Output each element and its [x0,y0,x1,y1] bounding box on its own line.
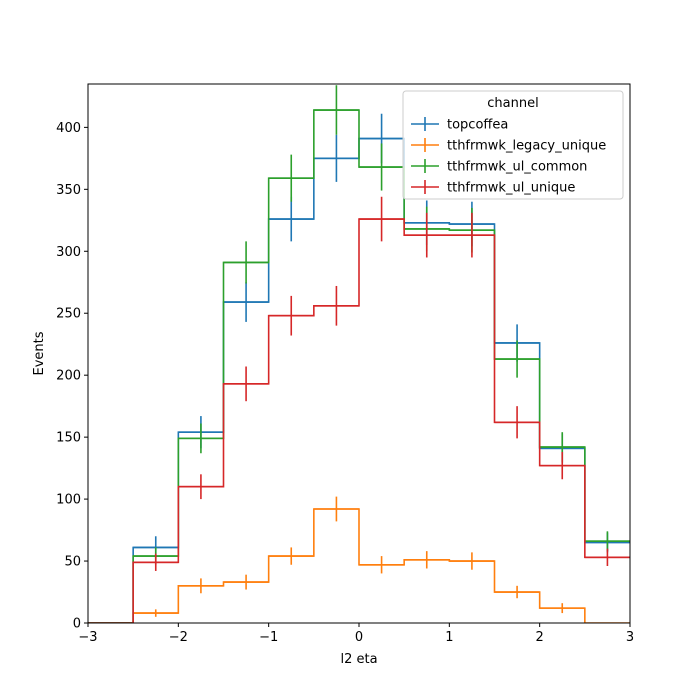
error-bar [223,241,269,284]
error-bar [359,556,405,574]
series-tthfrmwk_ul_common [88,85,630,623]
y-tick-label: 350 [56,183,81,198]
error-bar [584,548,630,567]
x-tick-label: 2 [536,630,544,645]
x-tick-label: −2 [169,630,188,645]
error-bar [268,196,314,242]
error-bar [313,85,359,135]
error-bar [494,340,540,378]
legend-item-tthfrmwk_legacy_unique: tthfrmwk_legacy_unique [411,138,606,154]
error-bar [178,578,224,594]
error-bar [133,609,179,617]
y-axis: 0 50 100 150 200 250 300 350 400 [56,121,88,632]
legend-box [402,90,624,200]
error-bar [494,406,540,439]
y-axis-label: Events [32,331,47,375]
error-bar [404,551,450,569]
y-tick-label: 50 [64,555,81,570]
x-axis: −3 −2 −1 0 1 2 3 [78,623,634,645]
error-bar [359,143,405,191]
error-bar [494,585,540,599]
x-axis-label: l2 eta [340,652,377,667]
y-tick-label: 300 [56,245,81,260]
error-bar [178,423,224,454]
x-tick-label: −1 [259,630,278,645]
error-bar [313,285,359,326]
step-line-tthfrmwk_legacy_unique [88,508,630,623]
x-tick-label: −3 [78,630,97,645]
step-line-tthfrmwk_ul_common [88,109,630,623]
error-bar [268,295,314,336]
plot-area [88,85,630,623]
y-tick-label: 400 [56,121,81,136]
error-bar [133,553,179,571]
error-bar [539,603,585,614]
error-bar [449,212,495,258]
error-bar [178,474,224,500]
y-tick-label: 0 [73,617,81,632]
y-tick-label: 100 [56,493,81,508]
error-bar [313,496,359,522]
y-tick-label: 200 [56,369,81,384]
error-bar [449,552,495,570]
x-tick-label: 1 [445,630,453,645]
x-tick-label: 3 [626,630,634,645]
y-tick-label: 150 [56,431,81,446]
legend: channel topcoffea tthfrmwk_legacy_uniquet… [402,90,624,200]
legend-title: channel [487,96,538,111]
error-bar [313,134,359,182]
error-bar [584,531,630,552]
legend-label: tthfrmwk_ul_common [447,160,587,175]
legend-item-topcoffea: topcoffea [411,117,508,133]
error-bar [359,196,405,242]
error-bar [223,574,269,590]
series-tthfrmwk_ul_unique [88,196,630,623]
error-bar [268,154,314,202]
error-bar [268,547,314,565]
legend-item-tthfrmwk_ul_unique: tthfrmwk_ul_unique [411,180,575,196]
legend-item-tthfrmwk_ul_common: tthfrmwk_ul_common [411,159,587,175]
series-tthfrmwk_legacy_unique [88,496,630,623]
error-bar [404,212,450,258]
error-bar [223,366,269,402]
legend-label: topcoffea [447,118,508,133]
legend-label: tthfrmwk_legacy_unique [447,139,606,154]
error-bar [223,282,269,322]
legend-label: tthfrmwk_ul_unique [447,181,575,196]
error-bar [539,452,585,480]
y-tick-label: 250 [56,307,81,322]
x-tick-label: 0 [355,630,363,645]
